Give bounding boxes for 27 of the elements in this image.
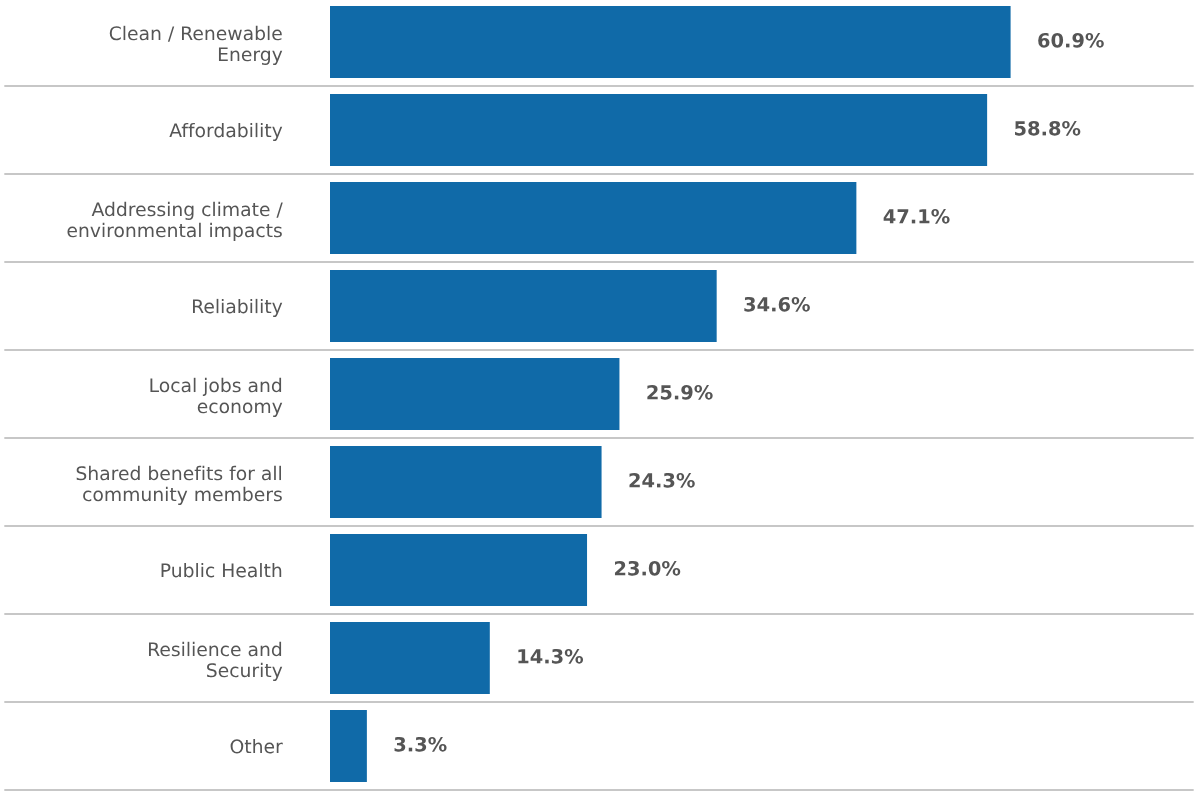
y-tick-label: Clean / Renewable Energy: [109, 25, 283, 65]
bar: [330, 269, 717, 343]
bar: [330, 709, 367, 783]
bar: [330, 93, 988, 167]
data-label: 14.3%: [518, 648, 584, 664]
data-label: 23.0%: [614, 560, 681, 576]
y-tick-label: Local jobs and economy: [150, 377, 283, 417]
data-label: 24.3%: [629, 472, 695, 488]
y-tick-label: Public Health: [161, 562, 282, 578]
data-label: 47.1%: [883, 208, 950, 224]
data-label: 60.9%: [1038, 32, 1104, 48]
bar: [330, 445, 602, 519]
y-tick-label: Other: [230, 738, 283, 754]
bar: [330, 621, 490, 695]
bar: [330, 181, 857, 255]
data-label: 58.8%: [1015, 120, 1081, 136]
y-tick-label: Addressing climate / environmental impacts: [67, 201, 283, 241]
bar: [330, 357, 620, 431]
data-label: 3.3%: [394, 736, 447, 752]
bar: [330, 533, 588, 607]
y-tick-label: Shared benefits for all community members: [76, 465, 282, 505]
data-label: 25.9%: [647, 384, 713, 400]
data-label: 34.6%: [744, 296, 810, 312]
y-tick-label: Reliability: [193, 298, 283, 318]
y-tick-label: Affordability: [169, 122, 283, 142]
y-tick-label: Resilience and Security: [149, 641, 283, 681]
bar: [330, 5, 1011, 79]
